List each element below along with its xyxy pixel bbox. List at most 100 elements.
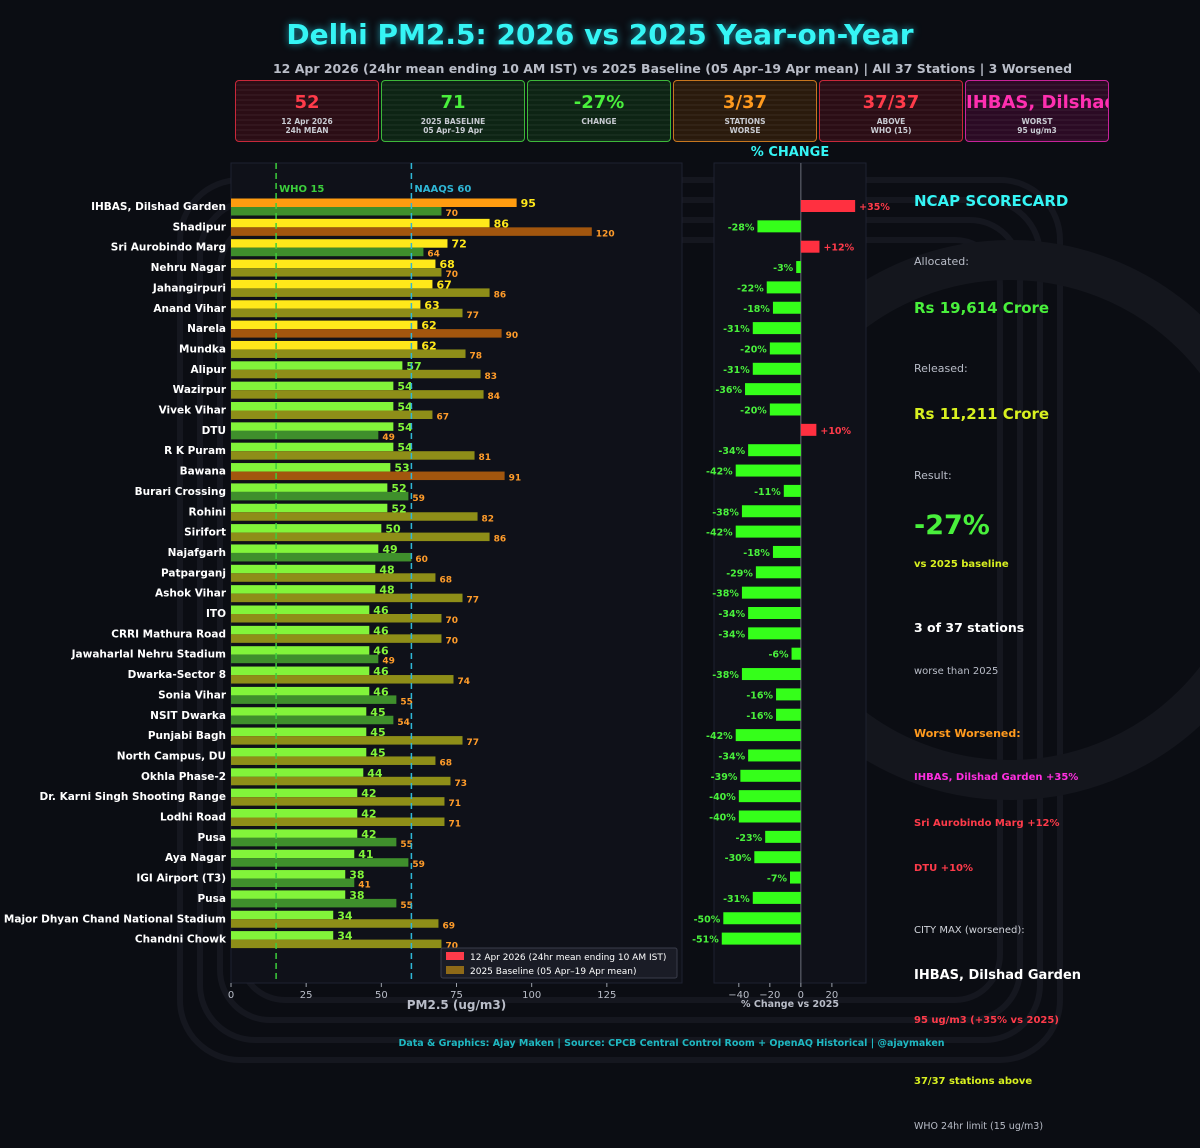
bar-2025 <box>231 817 445 826</box>
station-label: Sri Aurobindo Marg <box>111 242 226 254</box>
chart-subtitle: 12 Apr 2026 (24hr mean ending 10 AM IST)… <box>272 61 1073 76</box>
change-label: +10% <box>820 426 851 437</box>
bar-2026 <box>231 340 418 350</box>
value-label-2026: 41 <box>358 848 373 861</box>
kpi-value: 71 <box>440 92 466 113</box>
value-label-2026: 46 <box>373 645 389 658</box>
station-label: Pusa <box>197 832 226 844</box>
bar-2025 <box>231 471 505 481</box>
worse-note: worse than 2025 <box>914 666 999 677</box>
bar-2025 <box>231 878 355 888</box>
station-label: Aya Nagar <box>165 852 227 864</box>
change-label: -23% <box>735 833 762 844</box>
change-bar-better <box>752 362 801 375</box>
bar-2026 <box>231 809 358 818</box>
station-label: Pusa <box>197 893 226 905</box>
change-panel-title: % CHANGE <box>751 145 829 160</box>
station-label: ITO <box>206 608 226 620</box>
value-label-2026: 45 <box>370 706 385 719</box>
bar-2025 <box>231 736 463 745</box>
station-label: Anand Vihar <box>153 303 226 315</box>
x-tick-label: 0 <box>798 990 804 1001</box>
bar-2026 <box>231 829 358 838</box>
value-label-2025: 54 <box>397 718 410 728</box>
bar-2025 <box>231 593 463 603</box>
station-label: Nehru Nagar <box>151 262 227 274</box>
value-label-2026: 34 <box>337 909 353 922</box>
station-label: Okhla Phase-2 <box>141 771 226 783</box>
x-tick-label: 0 <box>228 990 234 1001</box>
change-label: -42% <box>706 467 733 478</box>
bar-2026 <box>231 870 346 879</box>
above-who: 37/37 stations above <box>914 1076 1033 1087</box>
change-bar-better <box>772 545 801 558</box>
bar-2026 <box>231 442 394 452</box>
change-label: -31% <box>723 894 750 905</box>
change-label: -20% <box>740 344 767 355</box>
value-label-2025: 60 <box>415 555 428 565</box>
x-axis-label: PM2.5 (ug/m3) <box>407 998 507 1012</box>
station-label: NSIT Dwarka <box>150 710 226 722</box>
bar-2025 <box>231 532 490 542</box>
change-label: -34% <box>718 446 745 457</box>
bar-2026 <box>231 646 370 655</box>
value-label-2025: 59 <box>412 860 425 870</box>
change-label: -11% <box>754 487 781 498</box>
station-label: Narela <box>187 323 226 335</box>
change-label: -42% <box>706 528 733 539</box>
kpi-card-worse: 3/37 STATIONS WORSE <box>673 80 817 142</box>
kpi-value: IHBAS, Dilshad <box>966 92 1109 113</box>
change-bar-better <box>772 301 801 314</box>
value-label-2025: 86 <box>494 535 507 545</box>
bar-2026 <box>231 788 358 798</box>
bar-2026 <box>231 259 436 269</box>
value-label-2025: 41 <box>358 881 371 891</box>
bar-2025 <box>231 776 451 786</box>
change-label: +35% <box>859 202 890 213</box>
bar-2026 <box>231 849 355 859</box>
bar-2026 <box>231 890 346 899</box>
bar-2025 <box>231 390 484 399</box>
value-label-2026: 49 <box>382 543 397 556</box>
x-tick-label: −40 <box>728 990 749 1001</box>
value-label-2026: 68 <box>439 258 454 271</box>
change-label: -31% <box>723 365 750 376</box>
change-label: -28% <box>728 222 755 233</box>
value-label-2025: 59 <box>412 494 425 504</box>
released-value: Rs 11,211 Crore <box>914 405 1050 423</box>
change-label: -16% <box>746 690 773 701</box>
value-label-2025: 70 <box>445 636 458 646</box>
station-label: Dwarka-Sector 8 <box>128 669 226 681</box>
change-bar-better <box>723 912 801 925</box>
bar-2026 <box>231 727 367 737</box>
value-label-2025: 82 <box>482 514 495 524</box>
station-label: Jahangirpuri <box>152 282 226 294</box>
worse-count: 3 of 37 stations <box>914 620 1025 635</box>
station-label: Punjabi Bagh <box>148 730 226 742</box>
value-label-2025: 70 <box>445 209 458 219</box>
bar-2025 <box>231 349 466 358</box>
bar-2025 <box>231 614 442 623</box>
value-label-2026: 46 <box>373 665 389 678</box>
value-label-2026: 52 <box>391 502 406 515</box>
change-bar-better <box>752 322 801 335</box>
station-label: Lodhi Road <box>160 812 226 824</box>
value-label-2026: 46 <box>373 624 389 637</box>
change-bar-better <box>769 342 801 355</box>
change-label: -30% <box>725 853 752 864</box>
value-label-2026: 34 <box>337 930 353 943</box>
value-label-2025: 77 <box>467 596 480 606</box>
station-label: Najafgarh <box>168 547 226 559</box>
bar-2025 <box>231 552 412 562</box>
change-bar-better <box>738 790 801 803</box>
bar-2025 <box>231 837 397 847</box>
bar-2026 <box>231 524 382 533</box>
value-label-2026: 67 <box>436 278 451 291</box>
bar-2025 <box>231 491 409 501</box>
bar-2025 <box>231 512 478 521</box>
above-who-note: WHO 24hr limit (15 ug/m3) <box>914 1121 1044 1132</box>
station-label: Vivek Vihar <box>159 405 227 417</box>
bar-2026 <box>231 300 421 309</box>
change-label: -16% <box>746 711 773 722</box>
change-bar-better <box>776 708 801 721</box>
